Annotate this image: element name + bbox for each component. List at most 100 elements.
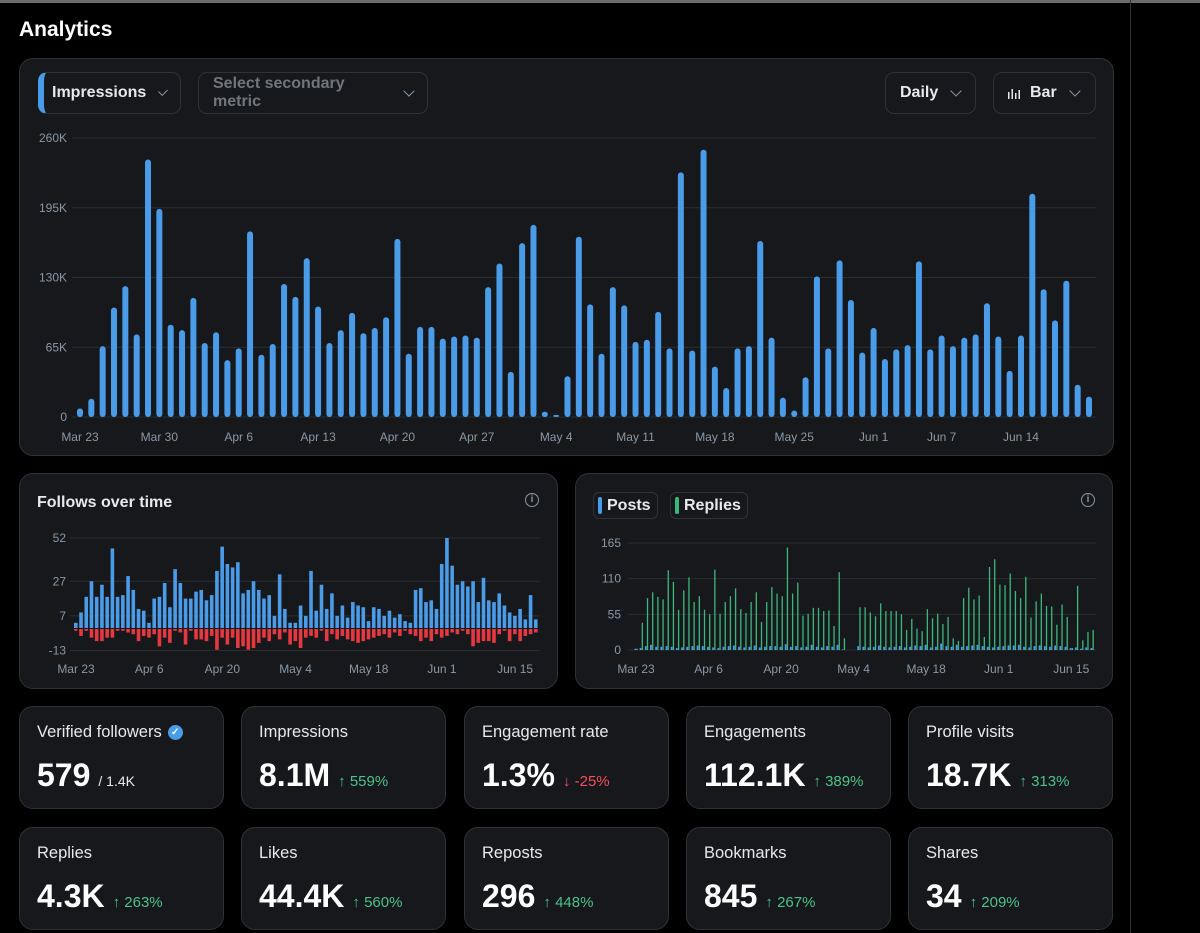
follows-gained-bar <box>319 584 324 628</box>
y-tick-label: 0 <box>60 410 67 424</box>
impressions-bar <box>587 304 594 417</box>
impressions-bar <box>99 346 106 417</box>
follows-lost-bar <box>209 629 214 636</box>
impressions-bar <box>575 236 582 417</box>
chart-type-dropdown[interactable]: Bar <box>993 72 1096 114</box>
follows-gained-bar <box>293 622 298 628</box>
stat-card-reposts[interactable]: Reposts 296 ↑ 448% <box>464 827 669 930</box>
impressions-bar <box>666 348 673 417</box>
follows-gained-bar <box>403 621 407 628</box>
y-tick-label: 165 <box>601 536 621 550</box>
impressions-bar <box>507 371 514 417</box>
follows-gained-bar <box>220 546 224 628</box>
stat-change-value: 313% <box>1031 773 1070 790</box>
follows-gained-bar <box>309 570 313 628</box>
info-icon[interactable]: i <box>1081 493 1095 507</box>
impressions-bar <box>122 286 129 417</box>
x-tick-label: Mar 23 <box>617 662 655 676</box>
follows-gained-bar <box>476 602 481 628</box>
posts-bar <box>670 646 673 650</box>
stat-card-engagements[interactable]: Engagements 112.1K ↑ 389% <box>686 706 891 809</box>
posts-bar <box>738 646 740 650</box>
posts-bar <box>914 645 917 650</box>
legend-replies-label: Replies <box>684 496 741 514</box>
follows-lost-bar <box>162 629 167 638</box>
impressions-bar <box>383 317 390 417</box>
impressions-bar <box>779 397 786 417</box>
follows-lost-bar <box>121 629 125 631</box>
secondary-metric-dropdown[interactable]: Select secondary metric <box>198 72 428 114</box>
x-tick-label: Apr 20 <box>763 662 799 676</box>
impressions-bar <box>88 398 95 417</box>
primary-metric-dropdown[interactable]: Impressions <box>38 72 181 114</box>
replies-bar <box>1071 648 1074 650</box>
follows-gained-bar <box>314 610 319 628</box>
legend-replies-toggle[interactable]: Replies <box>670 492 748 519</box>
stat-value: 112.1K <box>704 757 806 793</box>
impressions-bar <box>791 410 798 417</box>
posts-bar <box>779 646 782 650</box>
stat-card-replies[interactable]: Replies 4.3K ↑ 263% <box>19 827 224 930</box>
posts-bar <box>893 646 896 650</box>
follows-lost-bar <box>246 629 251 650</box>
follows-gained-bar <box>398 614 402 628</box>
impressions-bar <box>632 341 639 417</box>
info-icon[interactable]: i <box>525 493 539 507</box>
posts-bar <box>1074 647 1077 650</box>
posts-bar <box>701 646 704 650</box>
replies-bar <box>683 590 685 650</box>
stat-change-value: 389% <box>825 773 864 790</box>
x-tick-label: Jun 15 <box>497 662 533 676</box>
stat-card-shares[interactable]: Shares 34 ↑ 209% <box>908 827 1113 930</box>
interval-dropdown[interactable]: Daily <box>885 72 976 114</box>
x-tick-label: May 18 <box>349 662 389 676</box>
stat-card-profile-visits[interactable]: Profile visits 18.7K ↑ 313% <box>908 706 1113 809</box>
interval-label: Daily <box>900 84 939 101</box>
stat-card-impressions[interactable]: Impressions 8.1M ↑ 559% <box>241 706 446 809</box>
posts-bar <box>696 645 699 650</box>
posts-bar <box>976 644 979 650</box>
follows-gained-bar <box>377 608 381 628</box>
impressions-bar <box>167 324 174 417</box>
follows-gained-bar <box>492 602 496 628</box>
posts-bar <box>867 647 870 650</box>
posts-bar <box>795 646 797 650</box>
follows-gained-bar <box>518 608 522 628</box>
follows-lost-bar <box>110 629 115 638</box>
posts-bar <box>903 647 906 650</box>
x-tick-label: May 25 <box>775 430 815 444</box>
follows-gained-bar <box>419 588 423 628</box>
verified-badge-icon: ✓ <box>167 725 183 740</box>
replies-bar <box>698 596 700 650</box>
stat-value: 8.1M <box>259 757 331 793</box>
impressions-bar <box>1074 384 1081 417</box>
stat-card-engagement-rate[interactable]: Engagement rate 1.3% ↓ -25% <box>464 706 669 809</box>
stat-change: ↑ 448% <box>543 894 593 911</box>
follows-lost-bar <box>392 629 397 633</box>
follows-chart-title: Follows over time <box>37 494 173 511</box>
replies-bar <box>714 569 716 650</box>
impressions-bar <box>802 377 809 417</box>
impressions-bar <box>553 414 560 417</box>
posts-bar <box>940 643 943 650</box>
follows-gained-bar <box>204 600 209 628</box>
replies-bar <box>823 611 825 650</box>
posts-bar <box>1017 644 1020 650</box>
follows-lost-bar <box>340 629 345 636</box>
follows-lost-bar <box>115 629 120 631</box>
follows-lost-bar <box>502 629 507 631</box>
impressions-bar <box>179 330 186 417</box>
stat-card-verified-followers[interactable]: Verified followers ✓ 579 / 1.4K <box>19 706 224 809</box>
follows-gained-bar <box>497 593 502 628</box>
follows-lost-bar <box>74 629 78 631</box>
follows-gained-bar <box>507 612 512 628</box>
posts-bar <box>1054 645 1057 650</box>
stat-label: Impressions <box>259 723 348 742</box>
stat-card-bookmarks[interactable]: Bookmarks 845 ↑ 267% <box>686 827 891 930</box>
posts-bar <box>1059 646 1062 650</box>
legend-posts-toggle[interactable]: Posts <box>593 492 658 519</box>
stat-card-likes[interactable]: Likes 44.4K ↑ 560% <box>241 827 446 930</box>
impressions-bar <box>949 346 956 417</box>
impressions-bar <box>847 300 854 417</box>
follows-lost-bar <box>534 629 538 633</box>
